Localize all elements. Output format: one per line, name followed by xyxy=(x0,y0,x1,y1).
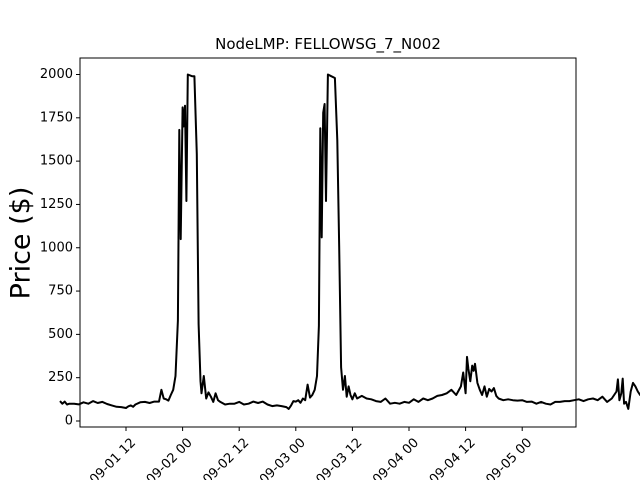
y-tick-label: 1250 xyxy=(40,197,73,212)
plot-frame xyxy=(79,57,577,428)
y-tick-label: 250 xyxy=(48,370,73,385)
x-tick-label: 09-03 12 xyxy=(314,435,366,480)
y-tick-label: 750 xyxy=(48,284,73,299)
y-tick-label: 500 xyxy=(48,327,73,342)
y-axis: 0 250 500 750 1000 1250 1500 1750 2000 xyxy=(40,67,80,429)
y-tick-label: 2000 xyxy=(40,67,73,82)
x-tick-label: 09-04 00 xyxy=(370,435,422,480)
x-tick-label: 09-05 00 xyxy=(483,435,535,480)
x-tick-label: 09-02 12 xyxy=(200,435,252,480)
chart-title: NodeLMP: FELLOWSG_7_N002 xyxy=(215,35,441,54)
x-tick-label: 09-02 00 xyxy=(144,435,196,480)
x-axis: 09-01 12 09-02 00 09-02 12 09-03 00 09-03 12… xyxy=(87,427,535,480)
price-series-line xyxy=(59,73,640,410)
y-tick-label: 1750 xyxy=(40,110,73,125)
x-tick-label: 09-04 12 xyxy=(427,435,479,480)
y-tick-label: 0 xyxy=(65,414,73,429)
y-axis-label: Price ($) xyxy=(6,187,37,300)
x-tick-label: 09-03 00 xyxy=(257,435,309,480)
y-tick-label: 1500 xyxy=(40,154,73,169)
x-tick-label: 09-01 12 xyxy=(87,435,139,480)
y-tick-label: 1000 xyxy=(40,240,73,255)
